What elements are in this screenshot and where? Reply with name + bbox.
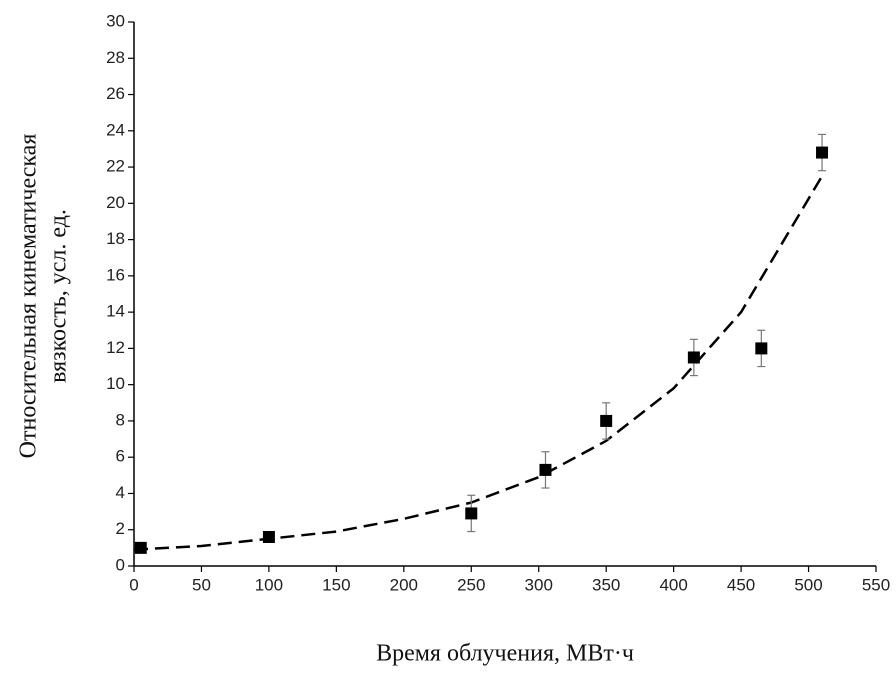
y-axis-label: Относительная кинематическая (16, 134, 42, 459)
y-tick-label: 26 (106, 84, 125, 103)
y-tick-label: 4 (116, 483, 125, 502)
point (465, 507, 478, 520)
y-tick-label: 24 (106, 120, 125, 139)
y-tick-label: 10 (106, 374, 125, 393)
y-tick-label: 6 (116, 447, 125, 466)
point (687, 351, 700, 364)
y-tick-label: 16 (106, 265, 125, 284)
x-tick-label: 150 (322, 575, 350, 594)
point (755, 342, 768, 355)
y-tick-label: 28 (106, 48, 125, 67)
point (539, 463, 552, 476)
y-tick-label: 14 (106, 302, 125, 321)
x-tick-label: 100 (255, 575, 283, 594)
point (262, 530, 275, 543)
x-axis-label: Время облучения, МВт·ч (376, 641, 634, 667)
y-tick-label: 20 (106, 193, 125, 212)
y-axis-label: вязкость, усл. ед. (46, 209, 72, 383)
y-tick-label: 30 (106, 11, 125, 30)
point (816, 146, 829, 159)
y-tick-label: 2 (116, 519, 125, 538)
x-tick-label: 400 (659, 575, 687, 594)
y-tick-label: 12 (106, 338, 125, 357)
x-tick-label: 550 (862, 575, 890, 594)
x-tick-label: 200 (390, 575, 418, 594)
y-tick-label: 0 (116, 555, 125, 574)
x-tick-label: 250 (457, 575, 485, 594)
x-tick-label: 350 (592, 575, 620, 594)
x-tick-label: 300 (525, 575, 553, 594)
fit-curve (133, 175, 824, 551)
x-tick-label: 0 (129, 575, 138, 594)
point (600, 414, 613, 427)
y-tick-label: 8 (116, 410, 125, 429)
x-tick-label: 500 (794, 575, 822, 594)
x-tick-label: 450 (727, 575, 755, 594)
y-tick-label: 18 (106, 229, 125, 248)
y-tick-label: 22 (106, 157, 125, 176)
x-tick-label: 50 (192, 575, 211, 594)
point (134, 541, 147, 554)
